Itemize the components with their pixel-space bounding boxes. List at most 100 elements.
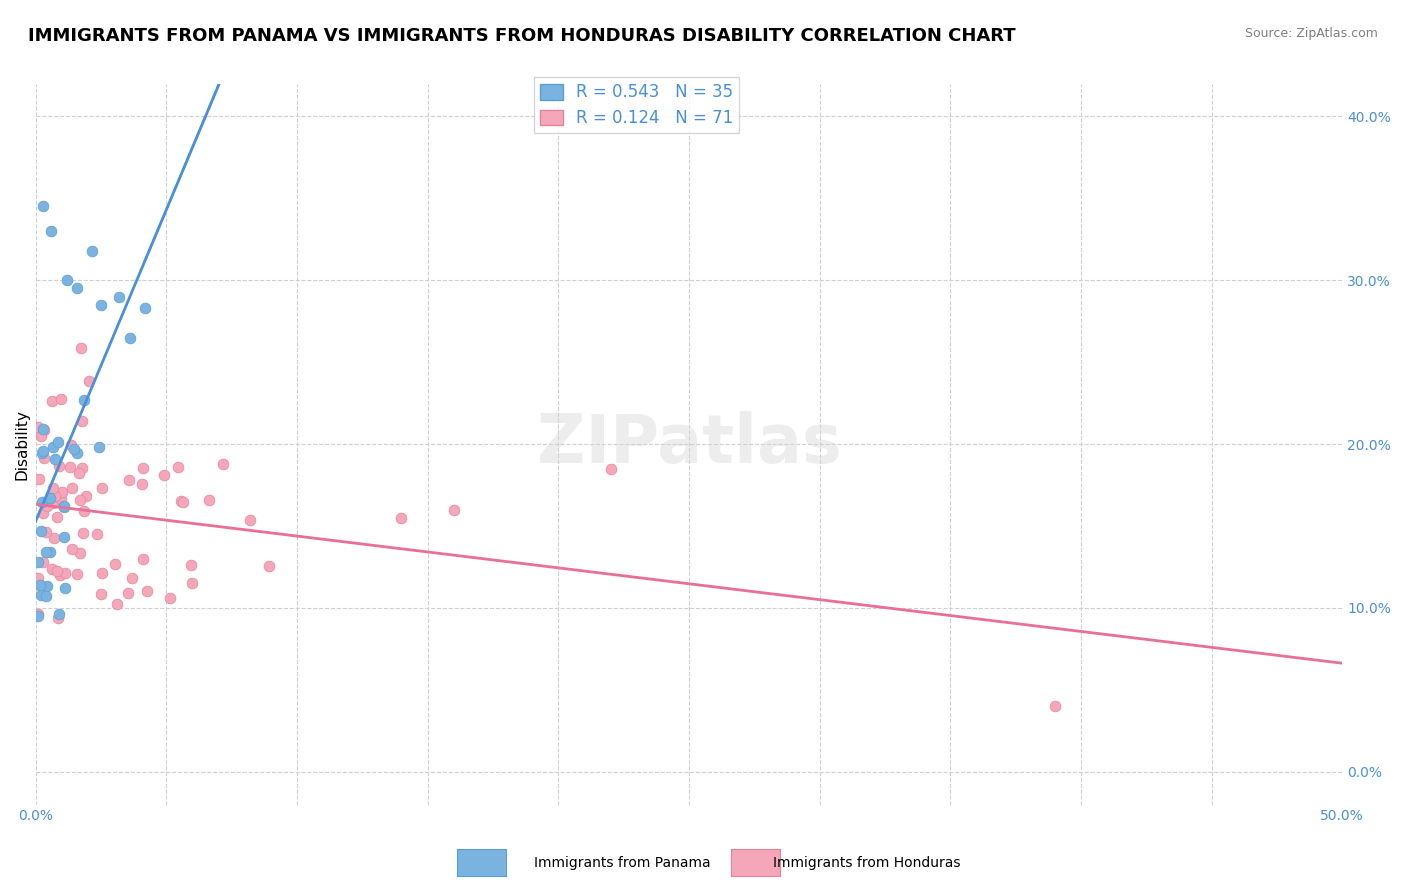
Immigrants from Honduras	[41, 562, 63, 576]
Immigrants from Panama	[31, 495, 53, 509]
Immigrants from Honduras	[70, 341, 93, 355]
Immigrants from Honduras	[30, 429, 52, 443]
Immigrants from Honduras	[44, 489, 66, 503]
Immigrants from Honduras	[38, 492, 60, 507]
Immigrants from Honduras	[59, 459, 82, 474]
Immigrants from Honduras	[79, 374, 101, 388]
Immigrants from Honduras	[198, 492, 221, 507]
Immigrants from Honduras	[32, 555, 55, 569]
Immigrants from Honduras	[391, 511, 413, 525]
Immigrants from Honduras	[41, 394, 63, 409]
Immigrants from Honduras	[90, 481, 112, 495]
Immigrants from Honduras	[239, 513, 262, 527]
Immigrants from Honduras	[32, 450, 55, 465]
Immigrants from Honduras	[180, 575, 202, 590]
Immigrants from Panama	[30, 588, 52, 602]
Immigrants from Honduras	[118, 473, 141, 487]
Immigrants from Panama	[90, 298, 112, 312]
Immigrants from Honduras	[27, 577, 49, 591]
Immigrants from Honduras	[45, 564, 67, 578]
Immigrants from Honduras	[257, 558, 280, 573]
Immigrants from Honduras	[167, 459, 190, 474]
Immigrants from Panama	[39, 224, 62, 238]
Immigrants from Panama	[32, 421, 55, 435]
Immigrants from Honduras	[104, 557, 127, 571]
Immigrants from Honduras	[1043, 699, 1066, 714]
Immigrants from Panama	[44, 452, 66, 467]
Immigrants from Honduras	[44, 531, 66, 545]
Immigrants from Honduras	[90, 566, 112, 580]
Immigrants from Panama	[39, 545, 62, 559]
Immigrants from Panama	[53, 581, 76, 595]
Immigrants from Panama	[30, 524, 52, 539]
Immigrants from Panama	[73, 392, 96, 407]
Text: Source: ZipAtlas.com: Source: ZipAtlas.com	[1244, 27, 1378, 40]
Immigrants from Honduras	[28, 472, 51, 486]
Immigrants from Panama	[30, 578, 52, 592]
Immigrants from Panama	[27, 609, 49, 624]
Immigrants from Honduras	[66, 566, 89, 581]
Immigrants from Honduras	[132, 552, 155, 566]
Immigrants from Panama	[53, 500, 76, 514]
Y-axis label: Disability: Disability	[15, 409, 30, 480]
Immigrants from Honduras	[46, 610, 69, 624]
Immigrants from Honduras	[211, 458, 233, 472]
Immigrants from Honduras	[72, 461, 94, 475]
Immigrants from Honduras	[53, 566, 76, 580]
Immigrants from Panama	[27, 555, 49, 569]
Immigrants from Panama	[38, 491, 60, 505]
Immigrants from Honduras	[49, 492, 72, 507]
Immigrants from Honduras	[69, 466, 91, 480]
Immigrants from Honduras	[153, 468, 176, 483]
Immigrants from Honduras	[105, 597, 128, 611]
Immigrants from Honduras	[46, 509, 69, 524]
Immigrants from Honduras	[131, 477, 153, 491]
Immigrants from Panama	[63, 442, 86, 456]
Immigrants from Panama	[31, 446, 53, 460]
Immigrants from Honduras	[41, 496, 63, 510]
Text: IMMIGRANTS FROM PANAMA VS IMMIGRANTS FROM HONDURAS DISABILITY CORRELATION CHART: IMMIGRANTS FROM PANAMA VS IMMIGRANTS FRO…	[28, 27, 1015, 45]
Immigrants from Honduras	[35, 524, 58, 539]
Immigrants from Honduras	[69, 545, 91, 559]
Immigrants from Panama	[134, 301, 156, 315]
Immigrants from Honduras	[73, 504, 96, 518]
Immigrants from Panama	[66, 281, 89, 295]
Immigrants from Panama	[118, 331, 141, 345]
Immigrants from Honduras	[27, 607, 49, 622]
Legend: R = 0.543   N = 35, R = 0.124   N = 71: R = 0.543 N = 35, R = 0.124 N = 71	[534, 77, 740, 133]
Immigrants from Panama	[66, 446, 89, 460]
Immigrants from Panama	[46, 434, 69, 449]
Immigrants from Panama	[35, 579, 58, 593]
Immigrants from Honduras	[51, 484, 73, 499]
Immigrants from Honduras	[443, 502, 465, 516]
Immigrants from Honduras	[27, 572, 49, 586]
Immigrants from Panama	[53, 530, 76, 544]
Text: Immigrants from Honduras: Immigrants from Honduras	[773, 855, 960, 870]
Immigrants from Honduras	[42, 481, 65, 495]
Immigrants from Honduras	[599, 461, 621, 475]
Immigrants from Panama	[108, 289, 131, 303]
Immigrants from Honduras	[27, 420, 49, 434]
Immigrants from Honduras	[60, 541, 83, 556]
Immigrants from Honduras	[170, 493, 193, 508]
Immigrants from Panama	[31, 444, 53, 458]
Immigrants from Honduras	[117, 586, 139, 600]
Immigrants from Honduras	[135, 583, 157, 598]
Immigrants from Honduras	[72, 525, 94, 540]
Immigrants from Honduras	[173, 494, 195, 508]
Immigrants from Honduras	[32, 507, 55, 521]
Immigrants from Honduras	[159, 591, 181, 606]
Text: Immigrants from Panama: Immigrants from Panama	[534, 855, 711, 870]
Immigrants from Panama	[48, 607, 70, 621]
Immigrants from Panama	[80, 244, 103, 258]
Immigrants from Honduras	[121, 571, 143, 585]
Immigrants from Honduras	[49, 567, 72, 582]
Immigrants from Honduras	[75, 489, 97, 503]
Immigrants from Honduras	[49, 392, 72, 407]
Immigrants from Panama	[42, 440, 65, 454]
Immigrants from Honduras	[35, 499, 58, 513]
Immigrants from Honduras	[60, 481, 83, 495]
Immigrants from Honduras	[32, 423, 55, 437]
Immigrants from Honduras	[69, 493, 91, 508]
Immigrants from Honduras	[132, 461, 155, 475]
